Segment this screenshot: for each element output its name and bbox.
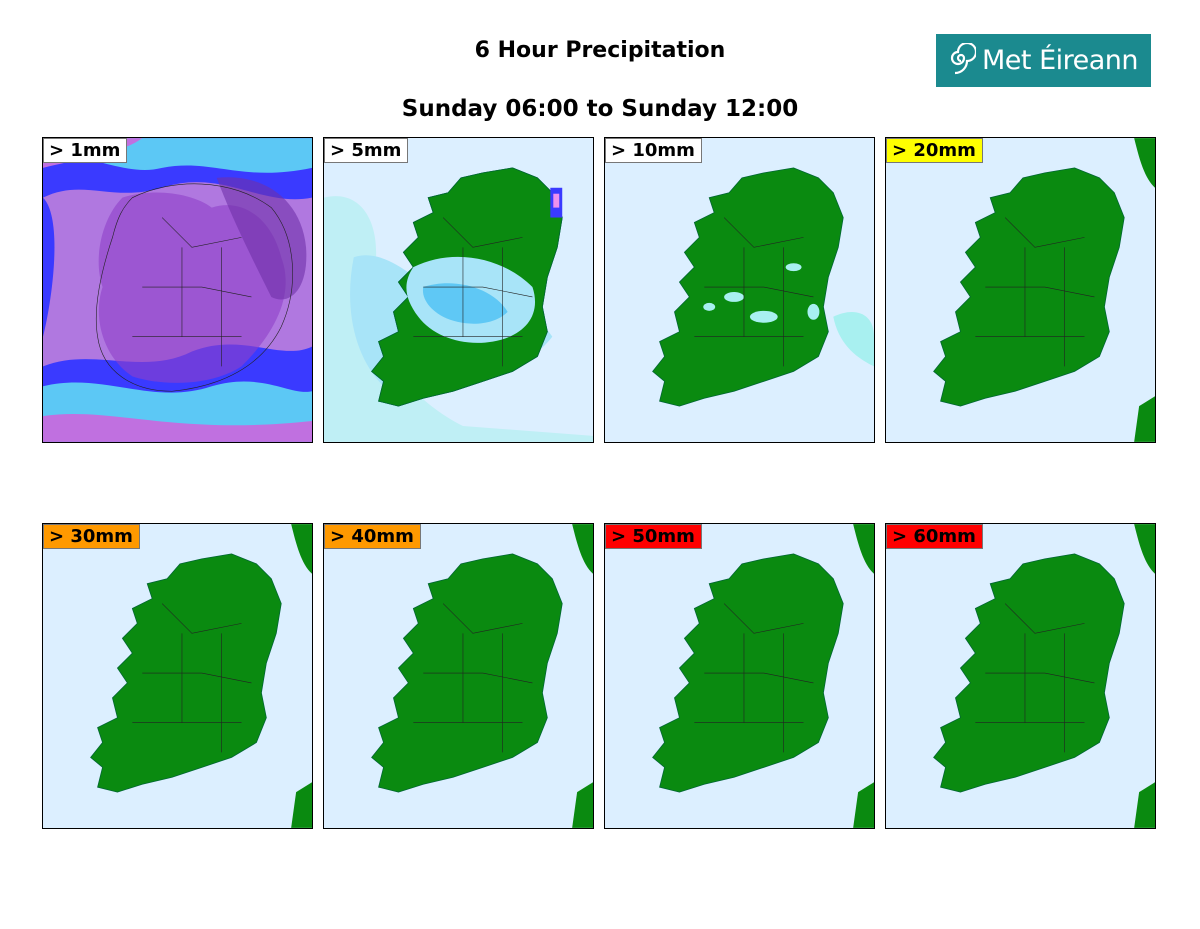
page-subtitle: Sunday 06:00 to Sunday 12:00 [401, 96, 799, 122]
map-panel-40mm: > 40mm [323, 523, 594, 829]
map-panel-60mm: > 60mm [885, 523, 1156, 829]
precip-map-5mm [324, 138, 593, 442]
map-panel-20mm: > 20mm [885, 137, 1156, 443]
threshold-label: > 1mm [43, 138, 128, 163]
map-panel-1mm: > 1mm [42, 137, 313, 443]
threshold-label: > 10mm [605, 138, 702, 163]
precip-map-1mm [43, 138, 312, 442]
spiral-logo-icon [950, 42, 976, 74]
precip-map-30mm [43, 524, 312, 828]
logo-text: Met Éireann [982, 45, 1139, 76]
threshold-label: > 5mm [324, 138, 409, 163]
precip-map-10mm [605, 138, 874, 442]
precip-map-40mm [324, 524, 593, 828]
threshold-label: > 40mm [324, 524, 421, 549]
map-panel-10mm: > 10mm [604, 137, 875, 443]
precip-map-60mm [886, 524, 1155, 828]
threshold-label: > 20mm [886, 138, 983, 163]
threshold-label: > 30mm [43, 524, 140, 549]
precip-map-50mm [605, 524, 874, 828]
map-panel-30mm: > 30mm [42, 523, 313, 829]
precip-map-20mm [886, 138, 1155, 442]
threshold-label: > 60mm [886, 524, 983, 549]
threshold-label: > 50mm [605, 524, 702, 549]
page-title: 6 Hour Precipitation [474, 38, 726, 63]
map-panel-50mm: > 50mm [604, 523, 875, 829]
map-panel-5mm: > 5mm [323, 137, 594, 443]
met-eireann-logo: Met Éireann [936, 34, 1151, 87]
